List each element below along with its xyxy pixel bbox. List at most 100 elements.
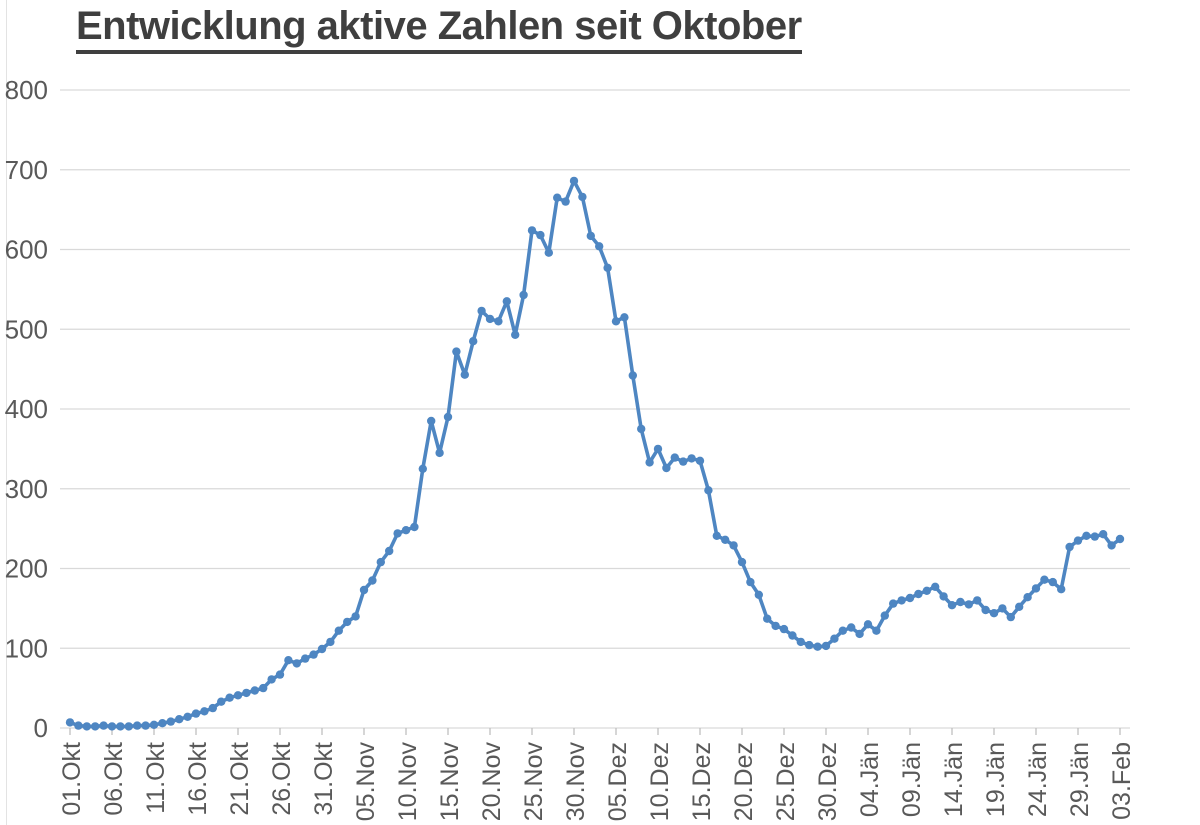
data-point [343, 617, 352, 627]
data-point [695, 456, 705, 465]
data-point [645, 458, 654, 467]
data-point [637, 424, 646, 434]
data-point [889, 599, 898, 608]
data-point [704, 486, 713, 495]
data-point [1031, 584, 1041, 593]
x-axis-label: 26.Okt [268, 742, 296, 816]
data-point [922, 586, 931, 595]
data-point [317, 644, 327, 654]
x-axis-label: 10.Dez [646, 742, 674, 821]
x-axis-label: 19.Jän [982, 742, 1010, 817]
data-point [679, 457, 688, 466]
data-point [519, 290, 528, 300]
x-axis-label: 05.Dez [604, 742, 632, 821]
data-point [74, 721, 83, 730]
data-point [275, 670, 285, 679]
data-point [443, 412, 453, 422]
data-point [1040, 575, 1049, 584]
data-line [68, 179, 1122, 729]
x-axis-label: 29.Jän [1066, 742, 1094, 817]
data-point [175, 715, 184, 724]
data-point [1048, 577, 1058, 587]
data-point [569, 176, 579, 186]
y-axis-label: 500 [5, 314, 48, 344]
x-axis-label: 30.Dez [814, 742, 842, 821]
data-point [376, 557, 385, 567]
data-point [847, 623, 856, 632]
y-axis-label: 100 [5, 633, 48, 663]
data-point [267, 675, 276, 684]
x-axis-label: 03.Feb [1108, 742, 1136, 820]
data-point [1057, 585, 1066, 594]
x-axis-label: 30.Nov [562, 742, 590, 822]
data-point [359, 585, 369, 595]
x-axis-label: 14.Jän [940, 742, 968, 817]
data-point [511, 330, 520, 339]
data-point [82, 722, 92, 731]
data-point [973, 596, 982, 605]
data-point [561, 197, 570, 206]
y-axis-label: 300 [5, 474, 48, 504]
data-point [124, 722, 133, 731]
chart-title: Entwicklung aktive Zahlen seit Oktober [76, 4, 802, 54]
y-axis-label: 600 [5, 235, 48, 265]
data-point [981, 605, 990, 615]
data-point [91, 722, 100, 731]
data-point [620, 313, 629, 322]
data-point [250, 686, 259, 695]
x-axis-label: 21.Okt [226, 742, 254, 816]
data-point [788, 631, 797, 640]
data-point [351, 612, 360, 621]
data-point [301, 654, 310, 663]
data-point [628, 371, 637, 380]
data-point [947, 601, 957, 610]
data-point [586, 231, 595, 241]
data-point [578, 192, 587, 202]
data-point [452, 347, 461, 356]
data-point [880, 611, 889, 620]
data-point [763, 614, 772, 623]
data-point [225, 693, 234, 702]
data-point [393, 529, 402, 538]
data-point [1015, 602, 1024, 611]
data-point [410, 522, 419, 532]
data-point [65, 718, 75, 727]
data-point [611, 317, 621, 326]
data-point [939, 592, 948, 601]
data-point [931, 582, 940, 591]
data-point [1115, 534, 1125, 544]
data-point [855, 629, 864, 639]
data-point [821, 641, 831, 651]
data-point [469, 337, 478, 346]
data-point [805, 640, 814, 650]
data-point [1099, 530, 1108, 539]
data-point [99, 721, 108, 730]
chart-frame-left-border [6, 0, 7, 825]
data-point [746, 577, 755, 587]
x-axis-label: 09.Jän [898, 742, 926, 817]
data-point [284, 656, 293, 665]
data-point [292, 659, 301, 668]
y-axis-label: 400 [5, 394, 48, 424]
data-point [1107, 541, 1116, 550]
data-point [435, 448, 444, 458]
x-axis-label: 04.Jän [856, 742, 884, 817]
data-point [208, 703, 217, 713]
x-axis-label: 31.Okt [310, 742, 338, 816]
data-point [527, 226, 537, 235]
x-axis-label: 15.Nov [436, 742, 464, 822]
x-axis-label: 24.Jän [1024, 742, 1052, 817]
data-point [1082, 531, 1091, 540]
x-axis-label: 25.Nov [520, 742, 548, 822]
data-point [368, 576, 377, 585]
x-axis-label: 01.Okt [58, 742, 86, 816]
data-point [116, 722, 125, 731]
data-point [418, 464, 427, 473]
data-point [838, 626, 847, 635]
data-point [905, 593, 915, 603]
data-point [872, 626, 881, 635]
x-axis-label: 15.Dez [688, 742, 716, 821]
data-point [334, 626, 343, 635]
